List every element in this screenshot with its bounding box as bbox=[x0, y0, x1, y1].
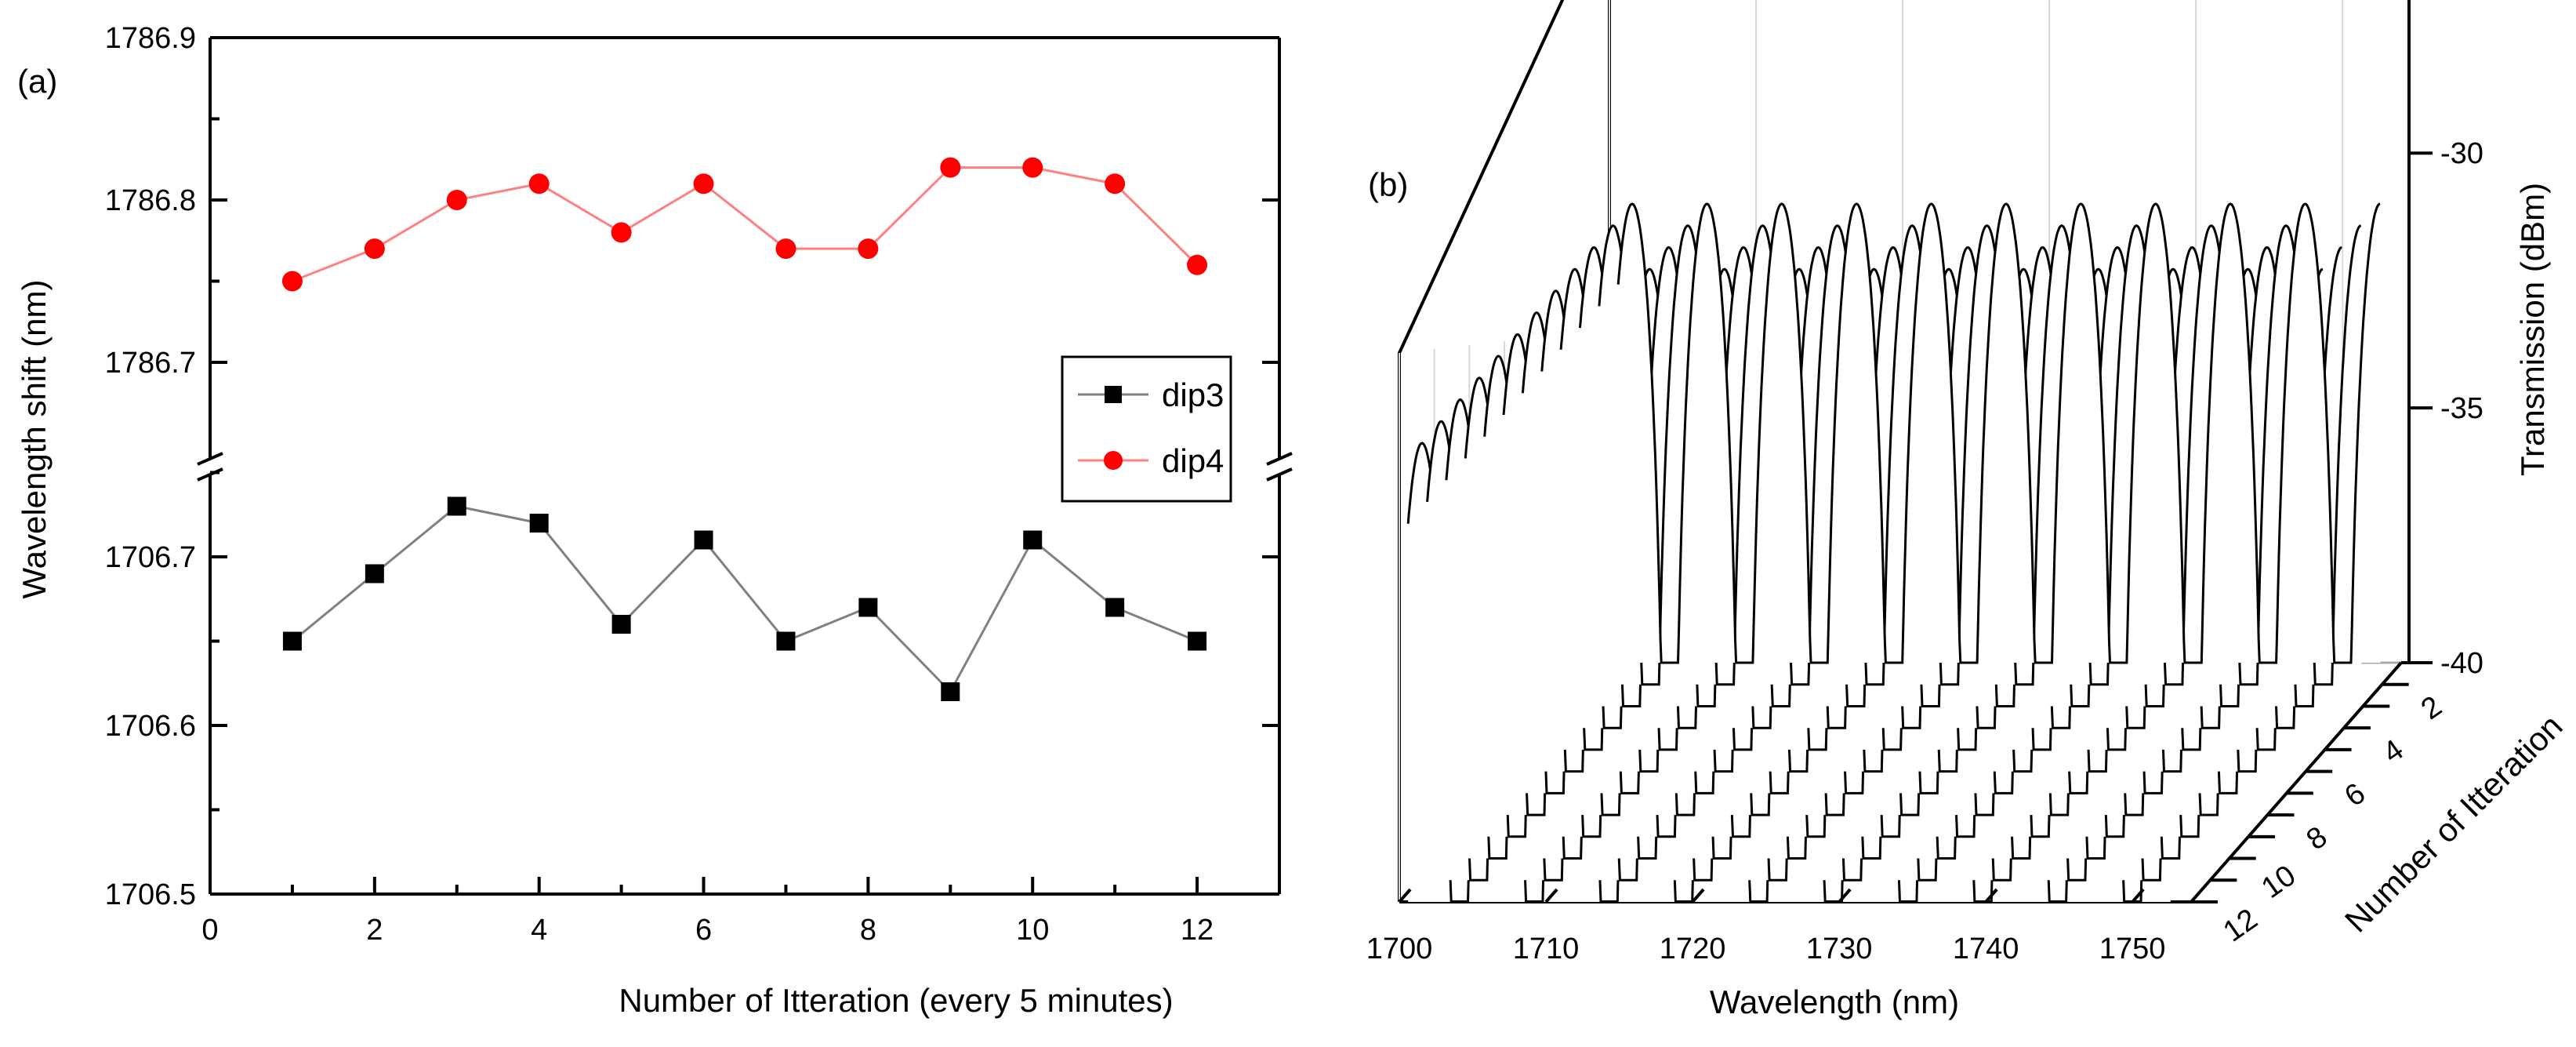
panel-a-series bbox=[281, 157, 1208, 701]
series-dip4-point bbox=[1022, 157, 1043, 178]
x-tick-label: 10 bbox=[1016, 914, 1049, 947]
series-dip4-point bbox=[446, 190, 467, 210]
series-dip3-point bbox=[529, 514, 549, 533]
series-dip3-point bbox=[1105, 598, 1125, 617]
series-dip3-point bbox=[365, 564, 384, 583]
series-dip3-point bbox=[282, 631, 302, 651]
legend: dip3 dip4 bbox=[1061, 355, 1232, 503]
series-dip4-point bbox=[775, 238, 796, 260]
panel-b-x-tick-label: 1710 bbox=[1513, 932, 1580, 965]
series-dip4-point bbox=[1105, 173, 1126, 194]
series-dip4-point bbox=[281, 271, 303, 292]
waterfall-trace-fill bbox=[1580, 247, 2343, 707]
x-tick-label: 0 bbox=[201, 914, 218, 947]
panel-a-y-ticks: 1786.7 1786.8 1786.9 1706.5 1706.6 1706.7 bbox=[105, 22, 1279, 911]
waterfall-traces bbox=[1406, 202, 2381, 903]
panel-b-iteration-axis bbox=[2190, 661, 2403, 903]
iteration-tick-label: 4 bbox=[2377, 733, 2409, 770]
series-dip4-point bbox=[693, 173, 714, 194]
axis-break-marks bbox=[197, 452, 1293, 482]
series-dip3-point bbox=[858, 598, 878, 617]
panel-b-label: (b) bbox=[1368, 166, 1408, 203]
series-dip4-point bbox=[528, 173, 550, 194]
series-dip4-line bbox=[292, 166, 1199, 282]
series-dip3-point bbox=[1188, 631, 1207, 651]
x-tick-label: 2 bbox=[366, 914, 383, 947]
y-tick-label: 1706.5 bbox=[105, 878, 196, 911]
panel-b-x-tick-mark bbox=[2131, 888, 2145, 903]
series-dip4-point bbox=[858, 238, 879, 260]
iteration-tick-label: 8 bbox=[2301, 820, 2333, 857]
legend-box bbox=[1061, 355, 1232, 503]
x-tick-label: 4 bbox=[531, 914, 547, 947]
series-dip4-point bbox=[940, 157, 961, 178]
iteration-tick-label: 6 bbox=[2339, 777, 2371, 814]
axis-break-mark bbox=[1266, 467, 1293, 482]
panel-b-x-tick-mark bbox=[1838, 888, 1852, 903]
panel-b-x-tick-mark bbox=[1544, 888, 1558, 903]
x-tick-label: 12 bbox=[1181, 914, 1214, 947]
panel-b-x-tick-mark bbox=[1984, 888, 1998, 903]
waterfall-trace bbox=[1616, 202, 2381, 664]
panel-b-x-axis-label: Wavelength (nm) bbox=[1710, 983, 1959, 1020]
x-tick-label: 6 bbox=[695, 914, 712, 947]
panel-b-x-tick-mark bbox=[1691, 888, 1705, 903]
panel-a-label: (a) bbox=[17, 63, 57, 100]
panel-b-x-tick-label: 1750 bbox=[2099, 932, 2166, 965]
panel-b-z-ticks: -25-30-35-40 bbox=[2409, 137, 2483, 680]
axis-break-mark bbox=[1266, 452, 1293, 466]
series-dip3-point bbox=[941, 682, 960, 701]
waterfall-trace-fill bbox=[1598, 225, 2362, 685]
legend-dip4-label: dip4 bbox=[1162, 442, 1224, 479]
panel-a-y-axis-label: Wavelength shift (nm) bbox=[16, 280, 53, 599]
series-dip4-point bbox=[364, 238, 385, 260]
panel-b-x-tick-label: 1730 bbox=[1806, 932, 1873, 965]
y-tick-label: 1706.7 bbox=[105, 541, 196, 574]
panel-b-z-axis-label: Transmission (dBm) bbox=[2514, 183, 2551, 476]
series-dip4-point bbox=[611, 222, 632, 243]
panel-a-x-ticks: 0 2 4 6 8 10 12 bbox=[201, 877, 1281, 947]
series-dip3-point bbox=[447, 496, 466, 516]
z-tick-label: -40 bbox=[2440, 647, 2483, 680]
series-dip3-point bbox=[776, 631, 796, 651]
series-dip3-point bbox=[694, 530, 713, 550]
series-dip3-line bbox=[291, 504, 1198, 694]
series-dip3-point bbox=[611, 615, 631, 634]
panel-b-x-tick-mark bbox=[1398, 888, 1412, 903]
axis-break-mark bbox=[197, 467, 223, 482]
legend-dip3-label: dip3 bbox=[1162, 376, 1224, 413]
panel-a-plot-frame bbox=[209, 36, 1281, 896]
y-tick-label: 1786.9 bbox=[105, 22, 196, 55]
panel-b-x-tick-label: 1720 bbox=[1660, 932, 1726, 965]
z-tick-label: -35 bbox=[2440, 392, 2483, 425]
series-dip3-point bbox=[1023, 530, 1043, 550]
panel-a: (a) 0 2 4 6 8 10 12 1786.71786.81786.91706.517… bbox=[16, 22, 1293, 1019]
legend-dip4-marker bbox=[1104, 451, 1123, 470]
panel-a-x-axis-label: Number of Itteration (every 5 minutes) bbox=[619, 982, 1173, 1019]
legend-dip3-marker bbox=[1105, 386, 1122, 403]
iteration-tick-label: 10 bbox=[2255, 859, 2302, 905]
y-tick-label: 1786.8 bbox=[105, 184, 196, 217]
z-tick-label: -30 bbox=[2440, 137, 2483, 170]
axis-break-mark bbox=[197, 452, 223, 466]
panel-b-x-ticks: 1700 1710 1720 1730 1740 1750 bbox=[1366, 888, 2166, 965]
y-tick-label: 1706.6 bbox=[105, 710, 196, 743]
panel-b-x-tick-label: 1700 bbox=[1366, 932, 1433, 965]
x-tick-label: 8 bbox=[860, 914, 876, 947]
iteration-tick-label: 2 bbox=[2415, 690, 2447, 727]
iteration-tick-label: 12 bbox=[2218, 903, 2264, 949]
series-dip4-point bbox=[1187, 254, 1208, 275]
y-tick-label: 1786.7 bbox=[105, 347, 196, 380]
panel-b-iteration-axis-label: Number of Itteration bbox=[2338, 707, 2570, 940]
waterfall-trace-fill bbox=[1618, 204, 2381, 663]
panel-b-x-tick-label: 1740 bbox=[1953, 932, 2019, 965]
